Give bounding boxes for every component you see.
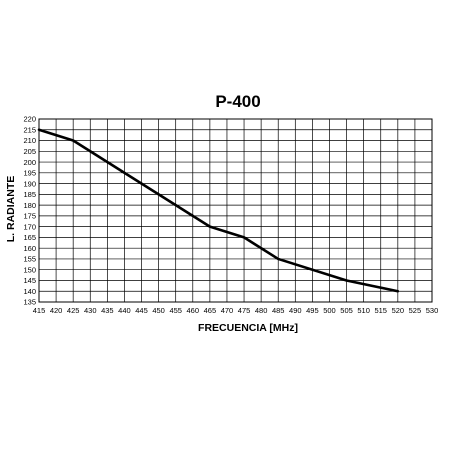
y-tick-label: 210: [23, 136, 36, 145]
y-tick-label: 140: [23, 287, 36, 296]
x-axis-label: FRECUENCIA [MHz]: [198, 322, 298, 334]
y-axis-label: L. RADIANTE: [5, 176, 17, 243]
x-tick-label: 460: [187, 306, 200, 315]
x-tick-label: 445: [135, 306, 148, 315]
x-axis-ticks: 415 420 425 430 435 440 445 450 455 460 465 470 475 4…: [33, 306, 439, 315]
x-tick-label: 440: [118, 306, 131, 315]
y-tick-label: 195: [23, 169, 36, 178]
x-tick-label: 470: [221, 306, 234, 315]
y-tick-label: 145: [23, 276, 36, 285]
x-tick-label: 475: [238, 306, 251, 315]
y-tick-label: 180: [23, 201, 36, 210]
y-tick-label: 215: [23, 125, 36, 134]
y-tick-label: 160: [23, 244, 36, 253]
plot-frame: [38, 118, 433, 303]
y-axis-ticks: 2202152102052001951901851801751701651601…: [23, 115, 36, 307]
series-line: [37, 128, 400, 293]
y-tick-label: 200: [23, 158, 36, 167]
y-tick-label: 155: [23, 255, 36, 264]
x-tick-label: 525: [409, 306, 422, 315]
y-tick-label: 205: [23, 147, 36, 156]
y-tick-label: 220: [23, 115, 36, 124]
grid: [38, 118, 433, 303]
x-tick-label: 465: [204, 306, 217, 315]
x-tick-label: 425: [67, 306, 80, 315]
series-group: [37, 128, 400, 293]
x-tick-label: 415: [33, 306, 46, 315]
y-tick-label: 190: [23, 179, 36, 188]
x-tick-label: 420: [50, 306, 63, 315]
y-tick-label: 165: [23, 233, 36, 242]
y-tick-label: 150: [23, 265, 36, 274]
x-tick-label: 530: [426, 306, 439, 315]
x-tick-label: 490: [289, 306, 302, 315]
x-tick-label: 515: [374, 306, 387, 315]
y-tick-label: 185: [23, 190, 36, 199]
y-tick-label: 170: [23, 222, 36, 231]
x-tick-label: 480: [255, 306, 268, 315]
x-tick-label: 435: [101, 306, 114, 315]
x-tick-label: 450: [152, 306, 165, 315]
x-tick-label: 495: [306, 306, 319, 315]
x-tick-label: 505: [340, 306, 353, 315]
chart-title: P-400: [215, 92, 260, 111]
x-tick-label: 485: [272, 306, 285, 315]
y-tick-label: 175: [23, 212, 36, 221]
x-tick-label: 520: [392, 306, 405, 315]
y-tick-label: 135: [23, 298, 36, 307]
x-tick-label: 430: [84, 306, 97, 315]
x-tick-label: 455: [169, 306, 182, 315]
x-tick-label: 510: [357, 306, 370, 315]
x-tick-label: 500: [323, 306, 336, 315]
